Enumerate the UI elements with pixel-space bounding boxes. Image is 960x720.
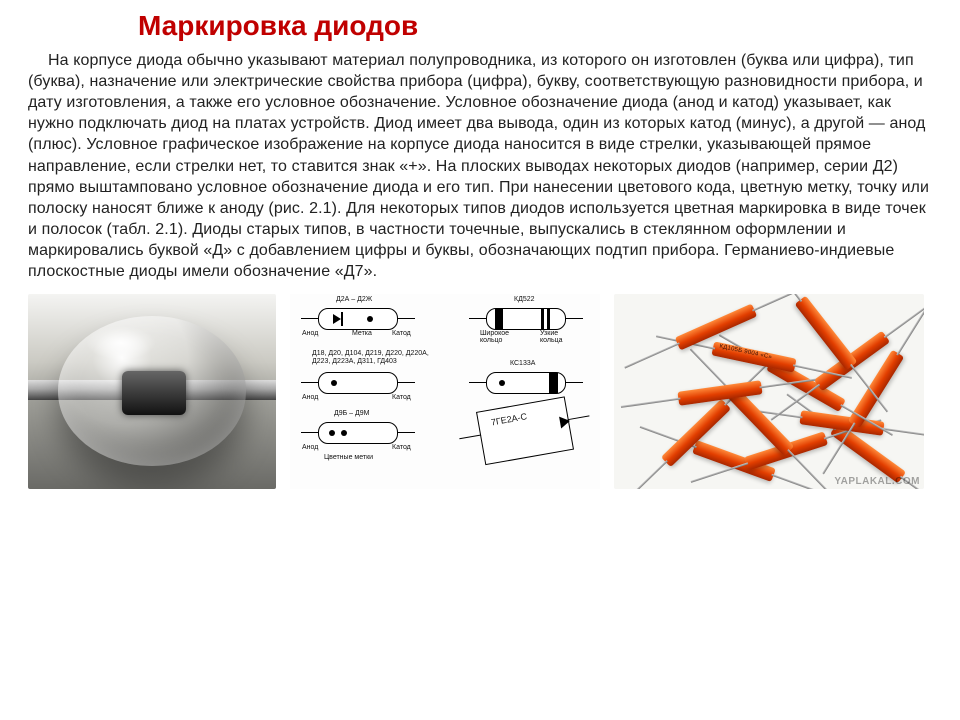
glass-body <box>58 316 246 466</box>
diode-part-marking: КД105Б 9004 «С» <box>719 344 773 361</box>
label-d9b: Д9Б – Д9М <box>334 410 369 417</box>
label-katod-1: Катод <box>392 330 411 337</box>
label-katod-3: Катод <box>392 444 411 451</box>
label-uzkie: Узкие кольца <box>540 330 563 344</box>
label-anod-1: Анод <box>302 330 318 337</box>
label-7ge2a: 7ГЕ2А-С <box>490 412 527 427</box>
diagram-diode-markings: Д2А – Д2Ж Анод Метка Катод КД522 Шир <box>290 294 600 489</box>
label-kc133a: КС133А <box>510 360 535 367</box>
orange-diode: КД105Б 9004 «С» <box>711 342 796 373</box>
photo-orange-diodes: КД105Б 9004 «С» YAPLAKAL.COM <box>614 294 924 489</box>
body-paragraph: На корпусе диода обычно указывают матери… <box>28 50 932 282</box>
label-kd522: КД522 <box>514 296 535 303</box>
label-d2a: Д2А – Д2Ж <box>336 296 372 303</box>
label-anod-3: Анод <box>302 444 318 451</box>
label-tsvet-metki: Цветные метки <box>324 454 373 461</box>
page-title: Маркировка диодов <box>138 10 932 42</box>
photo-glass-diode <box>28 294 276 489</box>
glass-highlight <box>86 326 156 360</box>
image-row: Д2А – Д2Ж Анод Метка Катод КД522 Шир <box>28 294 932 489</box>
label-metka-1: Метка <box>352 330 372 337</box>
orange-diode <box>795 296 858 371</box>
label-d18-etc: Д18, Д20, Д104, Д219, Д220, Д220А, Д223,… <box>312 350 429 366</box>
label-shirokoe: Широкое кольцо <box>480 330 509 344</box>
inner-die <box>122 371 186 415</box>
label-katod-2: Катод <box>392 394 411 401</box>
watermark: YAPLAKAL.COM <box>834 476 920 487</box>
label-anod-2: Анод <box>302 394 318 401</box>
